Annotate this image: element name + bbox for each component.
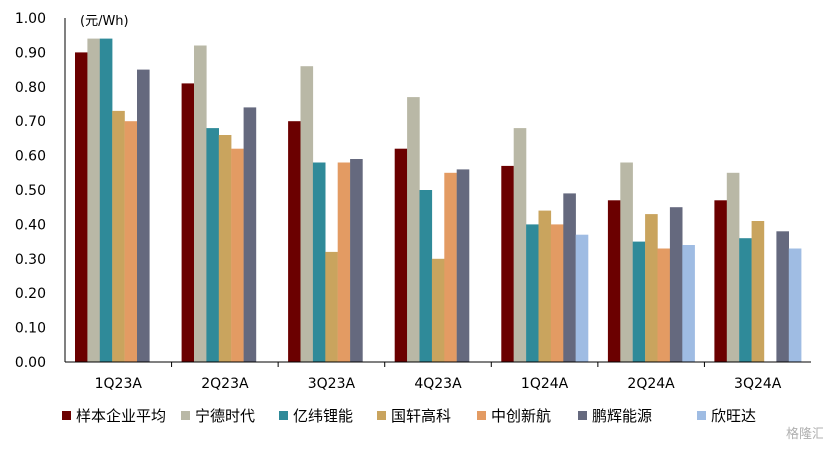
x-tick-label: 3Q23A (308, 376, 356, 392)
bar (645, 214, 658, 362)
x-tick-label: 1Q23A (95, 376, 143, 392)
legend-label: 国轩高科 (391, 407, 451, 425)
bar (563, 193, 576, 362)
legend-swatch (697, 411, 706, 420)
bar (726, 172, 740, 362)
y-axis-ticks: 0.00 0.10 0.20 0.30 0.40 0.50 0.60 0.70 0.80 0.90… (15, 11, 46, 371)
bar (776, 231, 789, 362)
bars-layer (75, 38, 802, 363)
bar (312, 162, 326, 362)
bar (337, 162, 351, 362)
legend-label: 欣旺达 (711, 407, 756, 425)
bar (325, 251, 338, 362)
legend-swatch (377, 411, 386, 420)
bar (607, 200, 621, 362)
bar (231, 148, 244, 362)
y-tick-label: 0.40 (15, 217, 46, 233)
legend-swatch (279, 411, 288, 420)
bar (538, 210, 552, 362)
legend-label: 样本企业平均 (76, 407, 166, 425)
y-tick-label: 0.50 (15, 183, 46, 199)
y-tick-label: 1.00 (15, 11, 46, 27)
bar (218, 135, 232, 362)
legend-label: 宁德时代 (195, 407, 255, 425)
bar (501, 165, 514, 362)
legend-label: 中创新航 (491, 407, 551, 425)
bar (419, 190, 433, 362)
x-tick-label: 4Q23A (414, 376, 462, 392)
bar (682, 245, 695, 362)
legend: 样本企业平均 宁德时代 亿纬锂能 国轩高科 中创新航 鹏辉能源 欣旺达 (62, 407, 756, 425)
legend-swatch (578, 411, 587, 420)
bar (513, 128, 527, 362)
x-tick-label: 3Q24A (734, 376, 782, 392)
y-tick-label: 0.20 (15, 286, 46, 302)
bar (431, 258, 445, 362)
bar (394, 148, 408, 362)
y-tick-label: 0.60 (15, 149, 46, 165)
y-tick-label: 0.00 (15, 355, 46, 371)
x-tick-label: 1Q24A (521, 376, 569, 392)
legend-swatch (477, 411, 486, 420)
y-tick-label: 0.80 (15, 80, 46, 96)
axes (64, 18, 811, 367)
bar (124, 121, 138, 362)
x-tick-label: 2Q23A (201, 376, 249, 392)
bar (550, 224, 564, 362)
legend-label: 亿纬锂能 (293, 407, 353, 425)
legend-swatch (62, 411, 71, 420)
bar (288, 121, 301, 362)
bar (243, 107, 257, 363)
bar (407, 97, 420, 362)
bar (657, 248, 671, 362)
bar (669, 207, 683, 362)
bar (444, 172, 457, 362)
bar (751, 221, 765, 362)
bar (526, 224, 539, 362)
bar (206, 128, 219, 362)
y-tick-label: 0.30 (15, 252, 46, 268)
bar (99, 38, 113, 362)
bar (456, 169, 470, 362)
bar (739, 238, 752, 362)
bar (87, 38, 100, 362)
watermark-text: 格隆汇 (786, 426, 823, 442)
x-tick-label: 2Q24A (627, 376, 675, 392)
y-tick-label: 0.90 (15, 45, 46, 61)
bar (75, 52, 88, 363)
bar (181, 83, 195, 363)
y-tick-label: 0.70 (15, 114, 46, 130)
bar (575, 234, 589, 362)
legend-label: 鹏辉能源 (592, 407, 652, 425)
y-axis-unit-label: (元/Wh) (80, 14, 129, 29)
bar (632, 241, 646, 362)
x-axis-ticks: 1Q23A 2Q23A 3Q23A 4Q23A 1Q24A 2Q24A 3Q24A (95, 376, 782, 392)
y-tick-label: 0.10 (15, 321, 46, 337)
bar (300, 66, 314, 362)
bar (137, 69, 150, 362)
bar (620, 162, 633, 362)
bar (714, 200, 727, 362)
bar (112, 110, 125, 363)
bar (194, 45, 207, 362)
legend-swatch (181, 411, 190, 420)
bar (788, 248, 802, 362)
bar (350, 159, 363, 362)
